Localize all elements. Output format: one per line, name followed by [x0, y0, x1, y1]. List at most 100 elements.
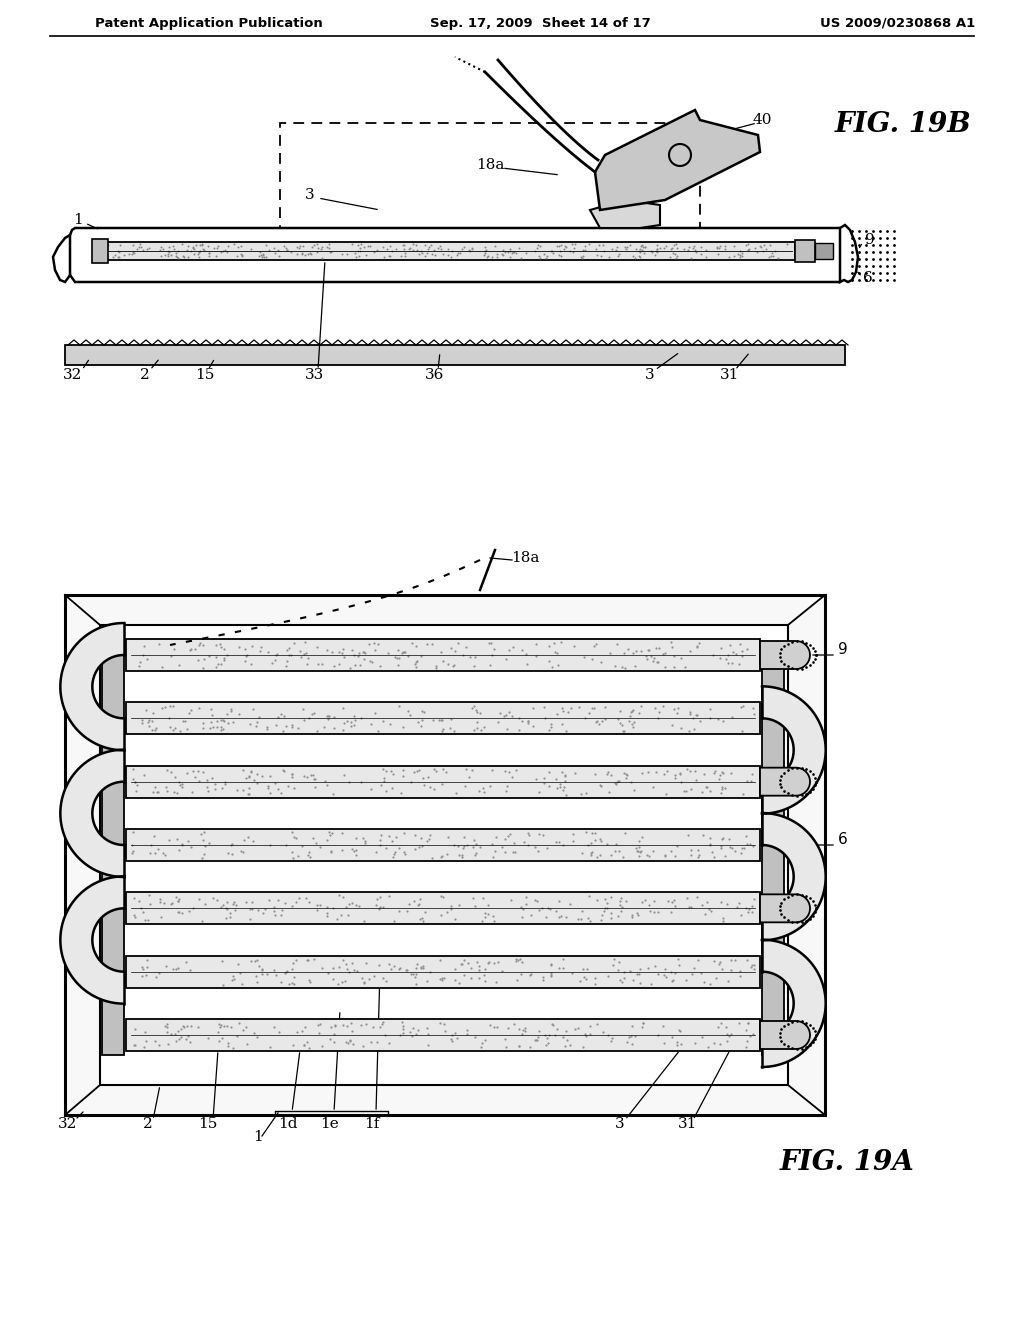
Point	[169, 247, 185, 268]
Point	[126, 904, 142, 925]
Point	[464, 238, 480, 259]
Point	[425, 710, 441, 731]
Point	[290, 718, 306, 739]
Point	[207, 774, 223, 795]
Point	[452, 845, 468, 866]
Point	[691, 845, 708, 866]
Point	[402, 964, 419, 985]
Point	[163, 762, 179, 783]
Point	[361, 968, 378, 989]
Point	[543, 966, 559, 987]
Point	[182, 960, 199, 981]
Point	[202, 718, 218, 739]
Point	[739, 834, 756, 855]
Point	[761, 246, 777, 267]
Point	[255, 243, 271, 264]
Point	[342, 657, 358, 678]
Point	[325, 958, 341, 979]
Point	[308, 242, 325, 263]
Point	[462, 647, 478, 668]
Point	[562, 240, 579, 261]
Point	[184, 781, 201, 803]
Point	[297, 244, 313, 265]
Point	[335, 638, 351, 659]
Point	[275, 706, 292, 727]
Point	[384, 777, 400, 799]
Point	[469, 952, 485, 973]
Point	[266, 772, 283, 793]
Point	[597, 709, 613, 730]
Point	[565, 824, 582, 845]
Point	[413, 715, 429, 737]
Point	[217, 898, 233, 919]
Point	[159, 760, 175, 781]
Point	[506, 832, 522, 853]
Point	[463, 968, 479, 989]
Point	[690, 949, 707, 970]
Point	[293, 243, 309, 264]
Point	[665, 238, 681, 259]
Point	[249, 1027, 265, 1048]
Point	[669, 1035, 685, 1056]
Point	[347, 709, 364, 730]
Point	[543, 953, 559, 974]
Point	[420, 239, 436, 260]
Point	[167, 717, 183, 738]
Point	[212, 719, 228, 741]
Point	[296, 1035, 312, 1056]
Point	[608, 240, 625, 261]
Point	[223, 834, 240, 855]
FancyBboxPatch shape	[65, 595, 825, 1115]
Point	[361, 634, 378, 655]
Point	[194, 234, 210, 255]
Point	[574, 246, 591, 267]
Point	[278, 238, 294, 259]
Point	[709, 238, 725, 259]
Point	[233, 974, 250, 995]
Point	[375, 968, 391, 989]
Point	[392, 246, 409, 267]
Point	[630, 904, 646, 925]
Text: Patent Application Publication: Patent Application Publication	[95, 16, 323, 29]
Point	[649, 1024, 666, 1045]
Point	[634, 826, 650, 847]
Point	[340, 904, 356, 925]
Point	[415, 701, 431, 722]
Point	[636, 236, 652, 257]
Point	[613, 714, 630, 735]
Point	[316, 770, 333, 791]
Point	[154, 656, 170, 677]
Point	[279, 651, 295, 672]
Point	[740, 1012, 757, 1034]
Point	[171, 902, 187, 923]
Point	[369, 888, 385, 909]
Point	[480, 952, 497, 973]
Point	[189, 1016, 206, 1038]
Point	[719, 1024, 735, 1045]
Point	[199, 770, 215, 791]
Point	[148, 781, 165, 803]
Point	[300, 648, 316, 669]
Point	[410, 894, 426, 915]
Point	[632, 842, 648, 863]
Point	[269, 239, 286, 260]
Point	[336, 647, 352, 668]
Point	[419, 970, 435, 991]
Point	[288, 950, 304, 972]
Point	[431, 969, 447, 990]
Point	[508, 969, 524, 990]
Point	[513, 896, 529, 917]
Point	[663, 902, 679, 923]
Point	[319, 236, 336, 257]
Point	[409, 760, 425, 781]
Point	[230, 636, 247, 657]
Point	[603, 1031, 620, 1052]
Point	[395, 642, 412, 663]
Point	[530, 781, 547, 803]
Point	[706, 846, 722, 867]
Point	[230, 1012, 247, 1034]
Text: 6: 6	[838, 833, 848, 847]
Point	[244, 760, 260, 781]
Point	[170, 958, 186, 979]
Point	[627, 655, 643, 676]
